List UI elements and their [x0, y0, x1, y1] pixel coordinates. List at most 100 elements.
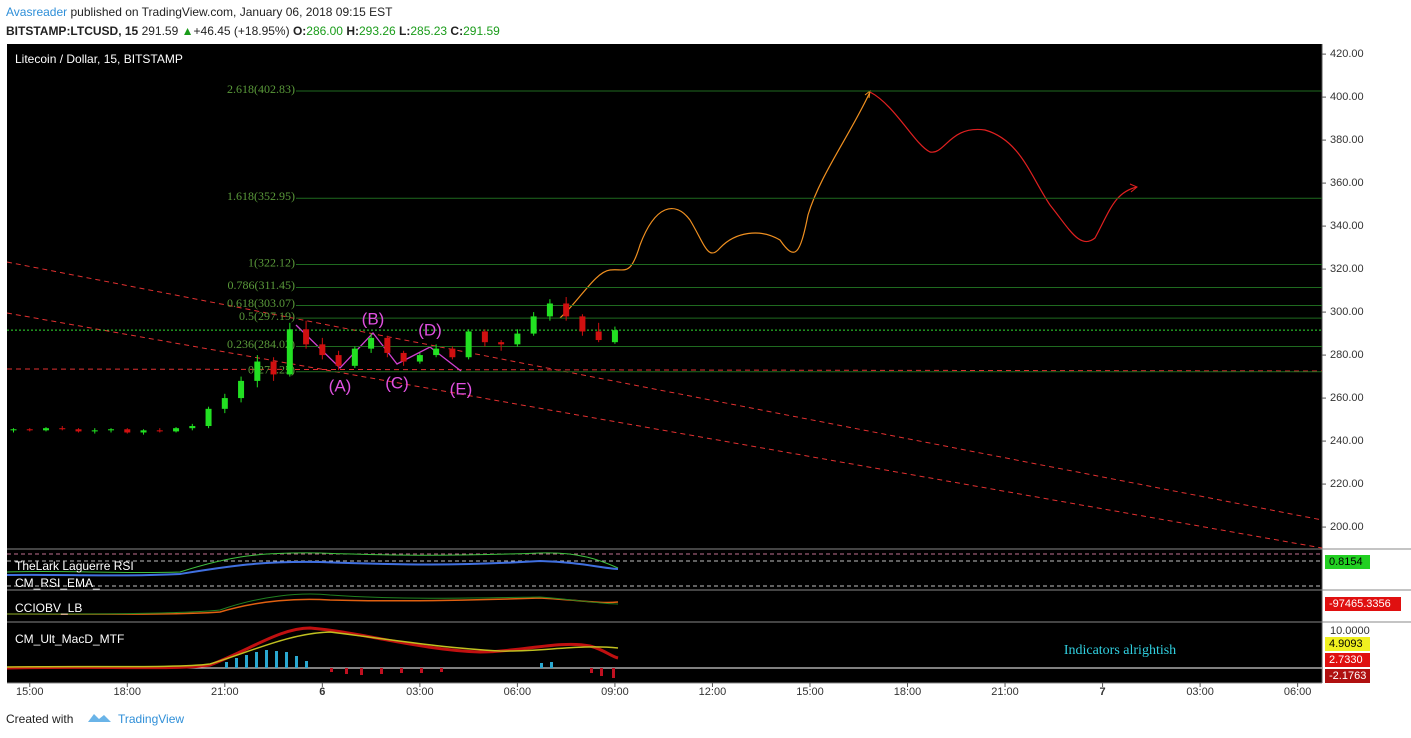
up-arrow: ▲	[181, 24, 194, 38]
candle-body	[205, 408, 212, 427]
support-line	[6, 368, 1323, 372]
quote-line: BITSTAMP:LTCUSD, 15 291.59 ▲+46.45 (+18.…	[6, 22, 500, 41]
rsi-trace	[6, 552, 619, 574]
value-badge-label: 0.8154	[1329, 556, 1363, 568]
x-tick-label: 7	[1099, 686, 1105, 698]
pattern-label: (C)	[385, 373, 409, 392]
fib-label: 1(322.12)	[248, 255, 295, 269]
value-badge	[1325, 669, 1370, 683]
value-badge	[1325, 637, 1370, 651]
y-tick-label: 320.00	[1330, 263, 1364, 275]
o-label: O:	[292, 24, 307, 38]
indicator-name: CCIOBV_LB	[15, 601, 82, 615]
x-tick-label: 6	[319, 686, 325, 698]
y-tick-label: 200.00	[1330, 521, 1364, 533]
pattern-label: (B)	[362, 309, 385, 328]
candle-body	[91, 430, 98, 432]
footer-brand[interactable]: TradingView	[118, 712, 184, 726]
candle-body	[611, 330, 618, 343]
y-tick-label: 260.00	[1330, 392, 1364, 404]
candle-body	[416, 355, 423, 362]
value-badge	[1325, 597, 1401, 611]
indicator-name: CM_RSI_EMA_	[15, 576, 100, 590]
header: Avasreader published on TradingView.com,…	[6, 3, 500, 41]
y-tick-label: 240.00	[1330, 435, 1364, 447]
candle-body	[124, 429, 131, 433]
candle-body	[384, 337, 391, 353]
candle-body	[481, 331, 488, 343]
candle-body	[75, 429, 82, 432]
fib-label: 0.5(297.19)	[239, 309, 295, 323]
candle-body	[270, 361, 277, 375]
value-badge	[1325, 653, 1370, 667]
candle-body	[579, 316, 586, 332]
candle-body	[449, 348, 456, 358]
trendline	[6, 261, 1323, 521]
x-tick-label: 15:00	[16, 686, 44, 698]
l-label: L:	[399, 24, 411, 38]
chart-title: Litecoin / Dollar, 15, BITSTAMP	[15, 52, 183, 66]
value-badge-label: -97465.3356	[1329, 598, 1391, 610]
candle-body	[595, 331, 602, 341]
rsi-ema-trace	[6, 559, 619, 577]
candle-body	[189, 426, 196, 429]
footer-created: Created with	[6, 712, 73, 726]
x-tick-label: 06:00	[1284, 686, 1312, 698]
indicator-name: CM_Ult_MacD_MTF	[15, 632, 124, 646]
candle-body	[530, 316, 537, 334]
x-tick-label: 12:00	[699, 686, 727, 698]
indicator-name: TheLark Laguerre RSI	[15, 559, 134, 573]
y-tick-label: 10.0000	[1330, 625, 1370, 637]
candle-body	[254, 361, 261, 381]
o: 286.00	[306, 24, 343, 38]
y-tick-label: 360.00	[1330, 177, 1364, 189]
candle-body	[465, 331, 472, 358]
macd-hist	[225, 650, 553, 668]
price: 291.59	[141, 24, 179, 38]
candle-body	[351, 348, 358, 366]
cciobv-trace	[6, 597, 619, 615]
c-label: C:	[450, 24, 464, 38]
candle-body	[108, 429, 115, 431]
y-tick-label: 380.00	[1330, 134, 1364, 146]
y-tick-label: 300.00	[1330, 306, 1364, 318]
author[interactable]: Avasreader	[6, 5, 68, 19]
y-tick-label: 400.00	[1330, 91, 1364, 103]
candle-body	[335, 355, 342, 366]
value-badge-label: 4.9093	[1329, 638, 1363, 650]
candle-body	[303, 329, 310, 345]
signal-trace	[6, 631, 619, 668]
candle-body	[156, 430, 163, 432]
candle-body	[10, 429, 17, 431]
projection	[869, 91, 1138, 243]
y-tick-label: 420.00	[1330, 48, 1364, 60]
candle-body	[140, 430, 147, 433]
candle-body	[286, 329, 293, 375]
candle-body	[498, 342, 505, 345]
h-label: H:	[346, 24, 359, 38]
projection-arrow	[1129, 183, 1138, 193]
pattern-label: (D)	[418, 320, 442, 339]
fib-label: 0.236(284.02)	[227, 337, 295, 351]
candle-body	[26, 429, 33, 431]
chart-bg	[7, 44, 1322, 683]
x-tick-label: 15:00	[796, 686, 824, 698]
fib-label: 1.618(352.95)	[227, 189, 295, 203]
l: 285.23	[410, 24, 448, 38]
x-tick-label: 03:00	[1186, 686, 1214, 698]
x-tick-label: 21:00	[991, 686, 1019, 698]
candle-body	[563, 303, 570, 317]
annotation: Indicators alrightish	[1064, 643, 1176, 658]
x-tick-label: 21:00	[211, 686, 239, 698]
candle-body	[433, 348, 440, 356]
publish-line: Avasreader published on TradingView.com,…	[6, 3, 500, 22]
pattern-label: (E)	[450, 379, 473, 398]
candle-body	[59, 428, 66, 430]
fib-label: 2.618(402.83)	[227, 82, 295, 96]
x-tick-label: 06:00	[504, 686, 532, 698]
pattern-label: (A)	[329, 376, 352, 395]
candle-body	[400, 352, 407, 362]
c: 291.59	[463, 24, 500, 38]
